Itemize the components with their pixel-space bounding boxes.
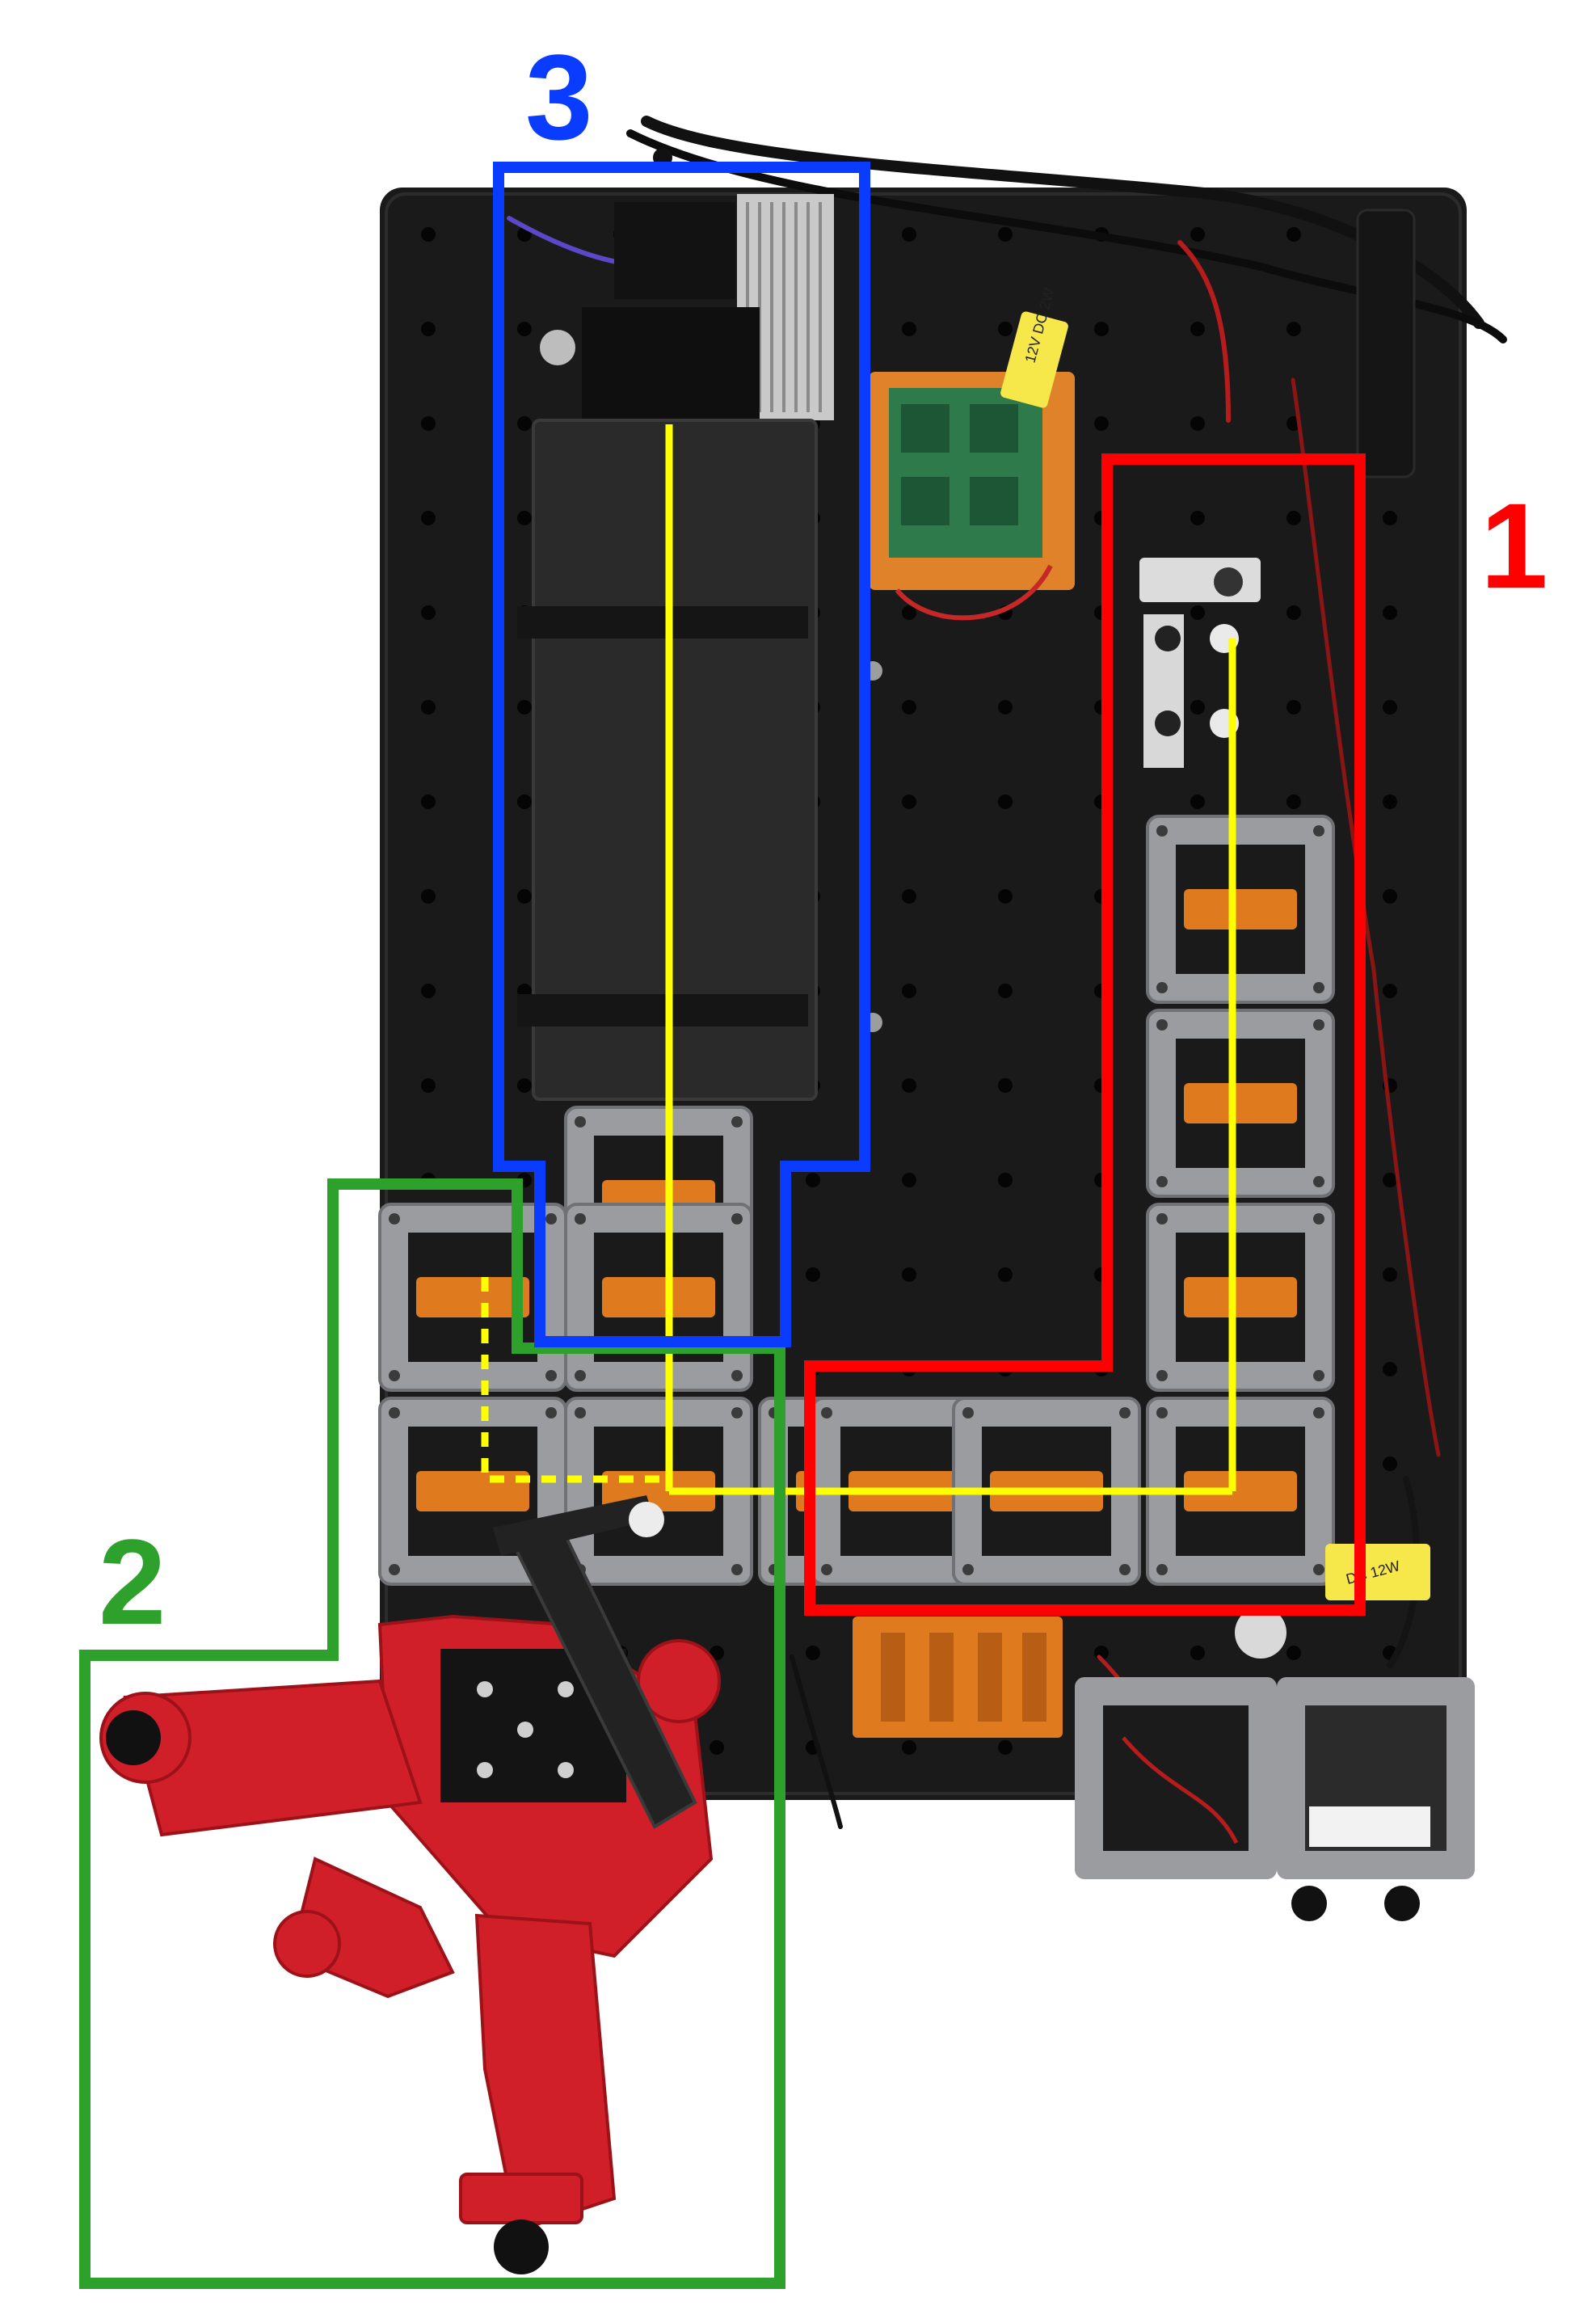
hole <box>1190 605 1205 620</box>
hole <box>1383 795 1397 809</box>
hole <box>517 889 532 904</box>
hole <box>1190 227 1205 242</box>
hole <box>1383 1362 1397 1376</box>
hole <box>421 700 436 714</box>
hole <box>1094 322 1109 336</box>
hole <box>902 1267 916 1282</box>
region-2-label: 2 <box>99 1514 166 1650</box>
hole <box>902 700 916 714</box>
hole <box>421 511 436 525</box>
hole <box>1383 1173 1397 1187</box>
hole <box>998 1267 1013 1282</box>
hole <box>1383 511 1397 525</box>
cable-clamp <box>1356 209 1416 478</box>
hole <box>806 1267 820 1282</box>
region-3-outline <box>493 162 870 1347</box>
hole <box>998 1078 1013 1093</box>
region-1-label: 1 <box>1480 478 1548 613</box>
hole <box>1094 416 1109 431</box>
hole <box>1383 1267 1397 1282</box>
hole <box>421 322 436 336</box>
hole <box>517 322 532 336</box>
hole <box>1286 795 1301 809</box>
hole <box>1383 984 1397 998</box>
hole <box>1190 511 1205 525</box>
hole <box>421 227 436 242</box>
hole <box>998 700 1013 714</box>
hole <box>1286 322 1301 336</box>
hole <box>421 1078 436 1093</box>
power-boxes <box>1075 1677 1475 1921</box>
hole <box>998 889 1013 904</box>
hole <box>1190 416 1205 431</box>
region-2-outline <box>79 1178 785 2289</box>
hole <box>1383 605 1397 620</box>
hole <box>1383 889 1397 904</box>
hole <box>902 322 916 336</box>
hole <box>710 1740 724 1755</box>
hole <box>710 1646 724 1660</box>
hole <box>1383 700 1397 714</box>
hole <box>998 1740 1013 1755</box>
hole <box>421 795 436 809</box>
hole <box>1190 322 1205 336</box>
hole <box>517 511 532 525</box>
beam-dotted <box>481 1277 669 1483</box>
cage-mount <box>1146 1009 1335 1198</box>
hole <box>421 889 436 904</box>
hole <box>998 1173 1013 1187</box>
hole <box>806 1646 820 1660</box>
hole <box>998 795 1013 809</box>
hole <box>902 984 916 998</box>
hole <box>421 605 436 620</box>
hole <box>1286 605 1301 620</box>
hole <box>1286 700 1301 714</box>
driver-board: 12V DC 2W <box>869 286 1075 621</box>
hole <box>902 1740 916 1755</box>
region-1-outline <box>804 453 1366 1616</box>
sticker-bottom: DC 12W <box>1325 1544 1430 1600</box>
hole <box>902 227 916 242</box>
lever-arm <box>493 1495 697 1829</box>
hole <box>1190 795 1205 809</box>
hole <box>902 1173 916 1187</box>
hole <box>517 1078 532 1093</box>
hole <box>517 700 532 714</box>
cage-mount <box>564 1203 753 1392</box>
hole <box>998 322 1013 336</box>
hole <box>1190 1646 1205 1660</box>
cage-mount <box>1146 815 1335 1004</box>
hole <box>1190 700 1205 714</box>
beam-path <box>481 424 1236 1495</box>
hole <box>806 1173 820 1187</box>
hole <box>902 795 916 809</box>
laser-module <box>517 148 882 1101</box>
hole <box>421 984 436 998</box>
hole <box>421 416 436 431</box>
tripod-knobs <box>106 1710 549 2274</box>
hole <box>998 984 1013 998</box>
hole <box>517 416 532 431</box>
hole <box>1286 511 1301 525</box>
hole <box>902 605 916 620</box>
hole <box>517 795 532 809</box>
hole <box>1286 1646 1301 1660</box>
hole <box>902 889 916 904</box>
hole <box>1383 1456 1397 1471</box>
hole <box>998 227 1013 242</box>
hole <box>902 1078 916 1093</box>
filter-rack <box>853 1607 1286 1738</box>
region-3-label: 3 <box>525 29 593 165</box>
cage-mount <box>1146 1203 1335 1392</box>
hole <box>1286 227 1301 242</box>
